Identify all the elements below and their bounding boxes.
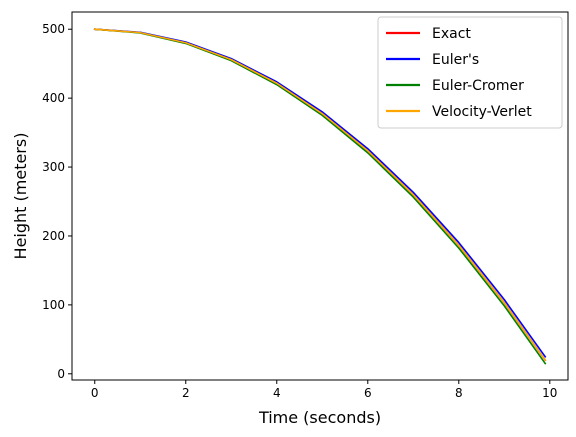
- series-layer: [93, 28, 547, 365]
- y-tick-label-1: 100: [42, 298, 65, 312]
- legend-label-1: Euler's: [432, 52, 479, 68]
- x-axis: 0 2 4 6 8 10: [91, 380, 557, 400]
- x-tick-label-2: 4: [273, 386, 281, 400]
- legend-label-0: Exact: [432, 26, 471, 42]
- legend: Exact Euler's Euler-Cromer Velocity-Verlet: [377, 16, 563, 129]
- legend-entries: Exact Euler's Euler-Cromer Velocity-Verlet: [386, 26, 532, 120]
- y-axis-title: Height (meters): [11, 133, 30, 260]
- x-tick-label-3: 6: [364, 386, 372, 400]
- y-axis: 0 100 200 300 400 500: [42, 22, 72, 381]
- y-tick-label-5: 500: [42, 22, 65, 36]
- x-axis-title: Time (seconds): [258, 408, 381, 427]
- y-tick-label-4: 400: [42, 91, 65, 105]
- series-line-3: [93, 28, 547, 362]
- legend-label-2: Euler-Cromer: [432, 78, 524, 94]
- y-tick-label-3: 300: [42, 160, 65, 174]
- y-tick-label-0: 0: [57, 367, 65, 381]
- y-tick-label-2: 200: [42, 229, 65, 243]
- legend-frame: [377, 16, 563, 129]
- plot-area-frame: [71, 11, 569, 381]
- x-tick-label-5: 10: [542, 386, 557, 400]
- legend-label-3: Velocity-Verlet: [432, 104, 532, 120]
- x-tick-label-4: 8: [455, 386, 463, 400]
- x-tick-label-1: 2: [182, 386, 190, 400]
- x-tick-label-0: 0: [91, 386, 99, 400]
